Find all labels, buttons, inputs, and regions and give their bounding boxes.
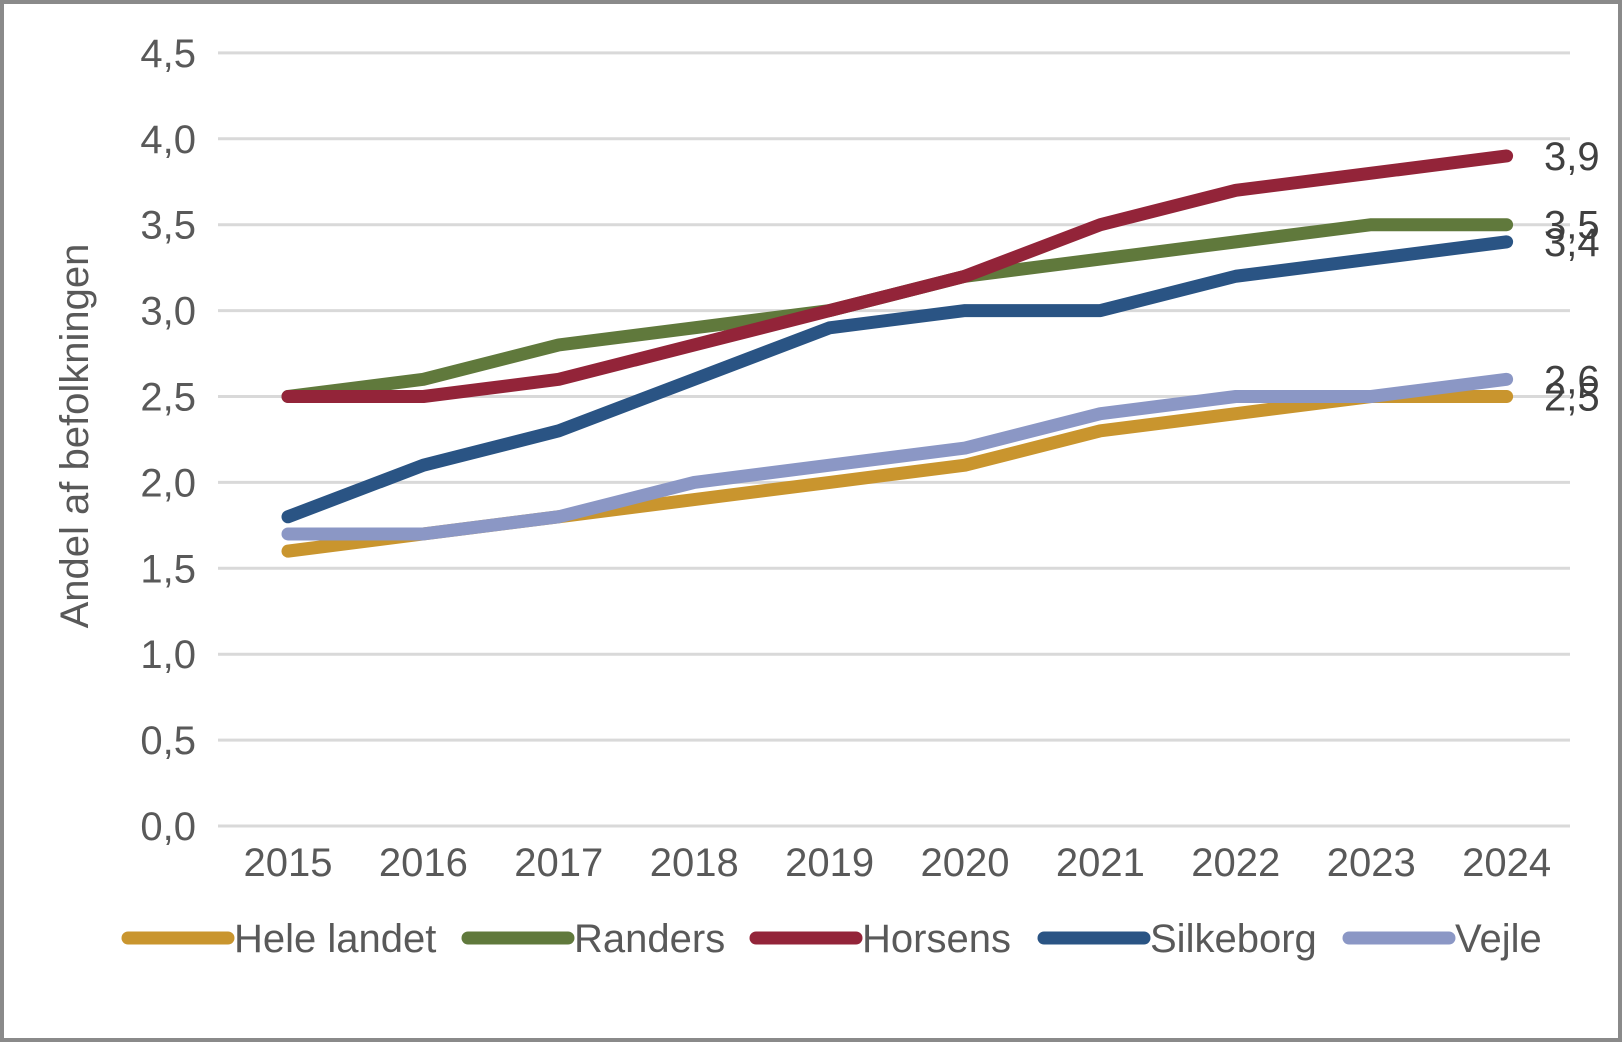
y-tick-label-3-0: 3,0 xyxy=(140,290,196,334)
x-tick-label-2017: 2017 xyxy=(514,841,603,885)
y-tick-label-1-0: 1,0 xyxy=(140,633,196,677)
x-tick-label-2022: 2022 xyxy=(1191,841,1280,885)
y-tick-label-3-5: 3,5 xyxy=(140,204,196,248)
series-line-silkeborg xyxy=(281,235,1514,524)
end-label-vejle: 2,6 xyxy=(1544,358,1600,402)
legend-label-randers: Randers xyxy=(574,917,725,961)
y-tick-label-0-0: 0,0 xyxy=(140,805,196,849)
end-label-randers: 3,5 xyxy=(1544,204,1600,248)
end-label-horsens: 3,9 xyxy=(1544,135,1600,179)
y-tick-label-4-0: 4,0 xyxy=(140,118,196,162)
x-tick-label-2023: 2023 xyxy=(1327,841,1416,885)
line-chart: 4,54,03,53,02,52,01,51,00,50,0 2015 2016 2… xyxy=(53,32,1600,961)
y-tick-label-4-5: 4,5 xyxy=(140,32,196,76)
end-label-silkeborg: 3,4 xyxy=(1544,221,1600,265)
series-end-labels: 2,5 3,5 3,9 3,4 2,6 xyxy=(1544,135,1600,420)
legend-label-vejle: Vejle xyxy=(1455,917,1542,961)
x-tick-label-2016: 2016 xyxy=(379,841,468,885)
x-tick-label-2024: 2024 xyxy=(1462,841,1551,885)
end-label-hele-landet: 2,5 xyxy=(1544,376,1600,420)
y-tick-label-2-5: 2,5 xyxy=(140,376,196,420)
x-tick-label-2018: 2018 xyxy=(650,841,739,885)
gridlines xyxy=(218,51,1570,828)
x-tick-label-2020: 2020 xyxy=(921,841,1010,885)
legend-label-hele-landet: Hele landet xyxy=(234,917,436,961)
x-tick-label-2019: 2019 xyxy=(785,841,874,885)
y-tick-label-1-5: 1,5 xyxy=(140,547,196,591)
legend-label-silkeborg: Silkeborg xyxy=(1150,917,1317,961)
series-line-horsens xyxy=(281,149,1514,403)
y-axis-title: Andel af befolkningen xyxy=(53,244,97,629)
x-tick-label-2021: 2021 xyxy=(1056,841,1145,885)
x-axis-tick-labels: 2015 2016 2017 2018 2019 2020 2021 2022 2023 2024 xyxy=(244,841,1552,885)
x-tick-label-2015: 2015 xyxy=(244,841,333,885)
series-line-vejle xyxy=(281,372,1514,541)
legend-label-horsens: Horsens xyxy=(862,917,1011,961)
y-tick-label-2-0: 2,0 xyxy=(140,461,196,505)
y-axis-tick-labels: 4,5 4,0 3,5 3,0 2,5 2,0 1,5 1,0 0,5 0,0 xyxy=(140,32,196,849)
legend: Hele landet Randers Horsens Silkeborg Vejle xyxy=(121,917,1542,961)
y-tick-label-0-5: 0,5 xyxy=(140,719,196,763)
series-lines xyxy=(281,149,1514,558)
